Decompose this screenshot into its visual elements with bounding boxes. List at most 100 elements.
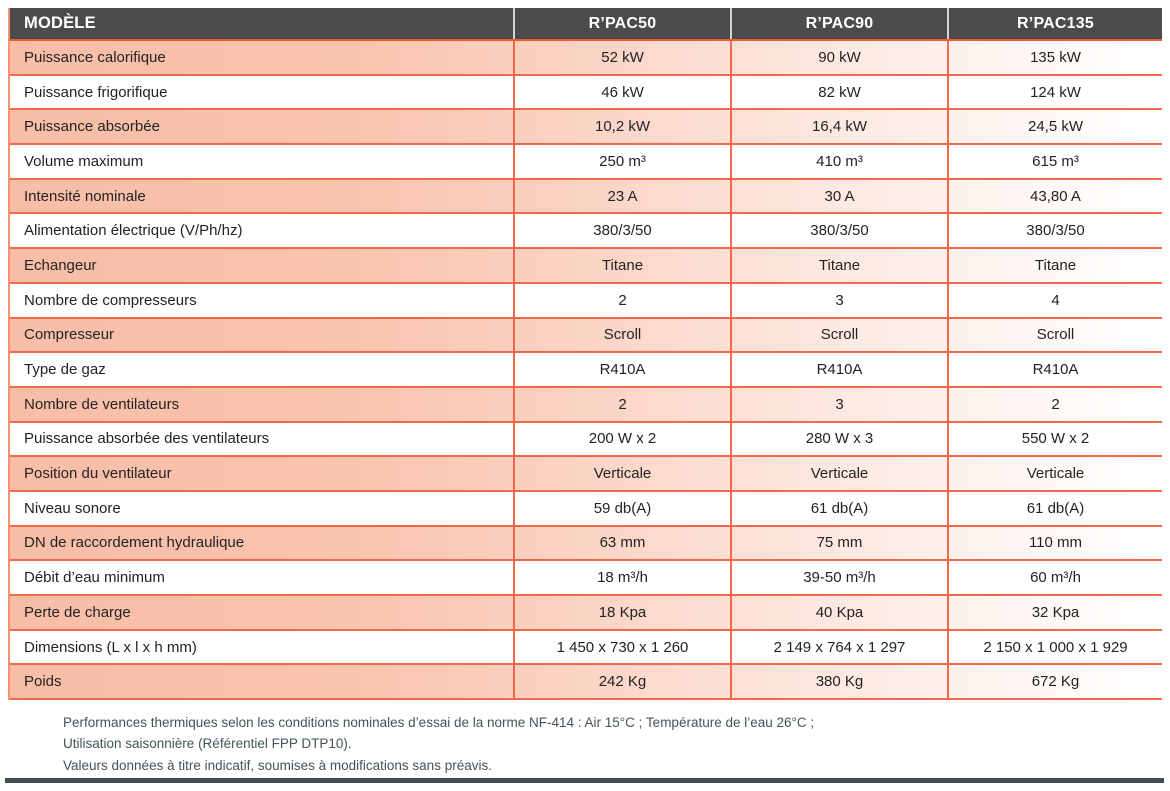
spec-table: MODÈLE R’PAC50 R’PAC90 R’PAC135 Puissanc… <box>8 8 1162 701</box>
value-cell: 40 Kpa <box>730 596 947 629</box>
value-cell: 3 <box>730 283 947 317</box>
row-label-cell: Puissance absorbée <box>24 118 160 136</box>
value-cell: 380/3/50 <box>513 214 730 248</box>
bottom-rule <box>5 778 1164 783</box>
table-row: Perte de charge 18 Kpa 40 Kpa 32 Kpa <box>10 596 1162 631</box>
row-label-cell: Niveau sonore <box>24 499 121 517</box>
row-label-cell: Compresseur <box>24 326 115 344</box>
value-cell: 2 <box>947 387 1162 421</box>
footnote-line: Performances thermiques selon les condit… <box>63 715 815 730</box>
value-cell: R410A <box>947 353 1162 386</box>
value-cell: Scroll <box>947 318 1162 352</box>
row-label-cell: Puissance absorbée des ventilateurs <box>24 430 270 448</box>
value-cell: 46 kW <box>513 75 730 109</box>
footnote-line: Utilisation saisonnière (Référentiel FPP… <box>63 736 352 752</box>
value-cell: 135 kW <box>947 41 1162 74</box>
value-cell: 39-50 m³/h <box>730 561 947 594</box>
table-row: Alimentation électrique (V/Ph/hz) 380/3/5… <box>10 214 1162 250</box>
table-row: Compresseur Scroll Scroll Scroll <box>10 318 1162 354</box>
row-label-cell: Position du ventilateur <box>24 465 172 483</box>
table-row: Puissance calorifique 52 kW 90 kW 135 kW <box>10 41 1162 76</box>
value-cell: Titane <box>513 249 730 282</box>
value-cell: Verticale <box>513 457 730 490</box>
value-cell: 24,5 kW <box>947 110 1162 144</box>
footnote-line: Valeurs données à titre indicatif, soumi… <box>63 757 492 773</box>
table-row: Niveau sonore 59 db(A) 61 db(A) 61 db(A) <box>10 491 1162 527</box>
value-cell: 280 W x 3 <box>730 422 947 456</box>
value-cell: 18 m³/h <box>513 561 730 594</box>
value-cell: 550 W x 2 <box>947 422 1162 456</box>
value-cell: 23 A <box>513 179 730 213</box>
value-cell: Titane <box>730 249 947 282</box>
value-cell: Verticale <box>947 457 1162 490</box>
value-cell: 60 m³/h <box>947 561 1162 594</box>
row-label-cell: Echangeur <box>24 256 97 274</box>
table-row: Dimensions (L x l x h mm) 1 450 x 730 x 1… <box>10 630 1162 666</box>
row-label-cell: Puissance frigorifique <box>24 83 168 101</box>
value-cell: 32 Kpa <box>947 596 1162 629</box>
table-header-model-3: R’PAC135 <box>947 8 1162 39</box>
table-row: Echangeur Titane Titane Titane <box>10 249 1162 284</box>
value-cell: 672 Kg <box>947 665 1162 699</box>
value-cell: Titane <box>947 249 1162 282</box>
value-cell: 90 kW <box>730 41 947 74</box>
value-cell: 2 <box>513 387 730 421</box>
table-header-model-2: R’PAC90 <box>730 8 947 39</box>
value-cell: 43,80 A <box>947 179 1162 213</box>
value-cell: R410A <box>513 353 730 386</box>
value-cell: 59 db(A) <box>513 491 730 525</box>
value-cell: 380 Kg <box>730 665 947 699</box>
table-row: Volume maximum 250 m³ 410 m³ 615 m³ <box>10 145 1162 180</box>
row-label-cell: DN de raccordement hydraulique <box>24 534 245 552</box>
value-cell: Verticale <box>730 457 947 490</box>
row-label-cell: Débit d’eau minimum <box>24 569 165 587</box>
table-header-model-1: R’PAC50 <box>513 8 730 39</box>
table-row: Nombre de compresseurs 2 3 4 <box>10 283 1162 319</box>
row-label-cell: Nombre de compresseurs <box>24 291 197 309</box>
value-cell: 410 m³ <box>730 145 947 178</box>
table-header-model-label: MODÈLE <box>24 14 96 32</box>
value-cell: 2 149 x 764 x 1 297 <box>730 630 947 664</box>
value-cell: 16,4 kW <box>730 110 947 144</box>
row-label-cell: Perte de charge <box>24 603 131 621</box>
value-cell: 1 450 x 730 x 1 260 <box>513 630 730 664</box>
value-cell: 124 kW <box>947 75 1162 109</box>
value-cell: 52 kW <box>513 41 730 74</box>
table-body: Puissance calorifique 52 kW 90 kW 135 kW Pui… <box>10 41 1162 701</box>
value-cell: 2 150 x 1 000 x 1 929 <box>947 630 1162 664</box>
value-cell: 380/3/50 <box>730 214 947 248</box>
value-cell: 242 Kg <box>513 665 730 699</box>
value-cell: 250 m³ <box>513 145 730 178</box>
value-cell: 75 mm <box>730 526 947 560</box>
row-label-cell: Type de gaz <box>24 361 106 379</box>
value-cell: 61 db(A) <box>947 491 1162 525</box>
table-row: Puissance absorbée 10,2 kW 16,4 kW 24,5 kW <box>10 110 1162 146</box>
table-row: Poids 242 Kg 380 Kg 672 Kg <box>10 665 1162 701</box>
table-row: Position du ventilateur Verticale Vertical… <box>10 457 1162 492</box>
value-cell: Scroll <box>730 318 947 352</box>
value-cell: 615 m³ <box>947 145 1162 178</box>
value-cell: 18 Kpa <box>513 596 730 629</box>
row-label-cell: Puissance calorifique <box>24 48 166 66</box>
table-row: DN de raccordement hydraulique 63 mm 75 mm… <box>10 526 1162 562</box>
value-cell: 380/3/50 <box>947 214 1162 248</box>
value-cell: 3 <box>730 387 947 421</box>
footnote: Performances thermiques selon les condit… <box>63 712 814 776</box>
table-row: Intensité nominale 23 A 30 A 43,80 A <box>10 179 1162 215</box>
value-cell: 10,2 kW <box>513 110 730 144</box>
table-row: Type de gaz R410A R410A R410A <box>10 353 1162 388</box>
value-cell: 4 <box>947 283 1162 317</box>
row-label-cell: Poids <box>24 673 62 691</box>
value-cell: Scroll <box>513 318 730 352</box>
value-cell: 63 mm <box>513 526 730 560</box>
table-row: Puissance absorbée des ventilateurs 200 W… <box>10 422 1162 458</box>
table-header-row: MODÈLE R’PAC50 R’PAC90 R’PAC135 <box>10 8 1162 41</box>
value-cell: 200 W x 2 <box>513 422 730 456</box>
row-label-cell: Volume maximum <box>24 152 144 170</box>
row-label-cell: Dimensions (L x l x h mm) <box>24 638 197 656</box>
table-row: Nombre de ventilateurs 2 3 2 <box>10 387 1162 423</box>
row-label-cell: Alimentation électrique (V/Ph/hz) <box>24 222 243 240</box>
value-cell: 82 kW <box>730 75 947 109</box>
row-label-cell: Nombre de ventilateurs <box>24 395 180 413</box>
